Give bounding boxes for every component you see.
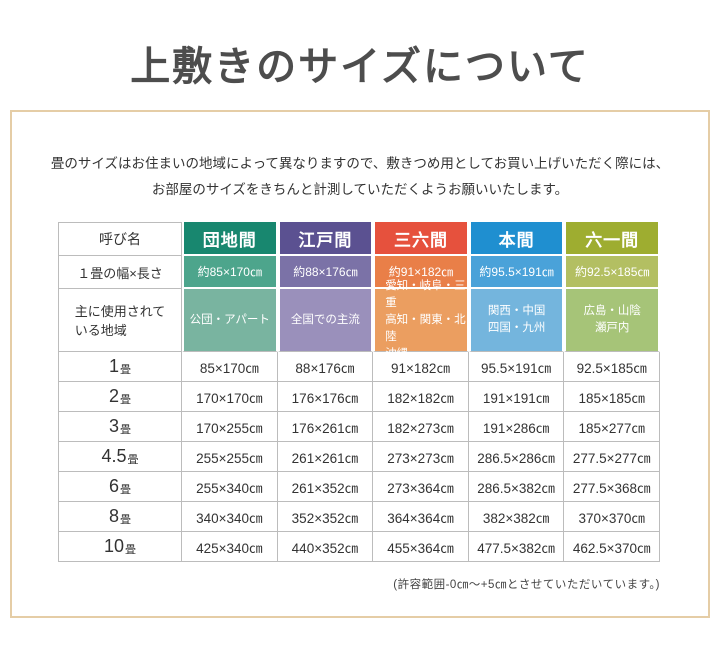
region-danchima: 公団・アパート <box>182 289 278 352</box>
size-value: 170×255㎝ <box>182 412 278 442</box>
size-value: 170×170㎝ <box>182 382 278 412</box>
size-value: 182×182㎝ <box>373 382 469 412</box>
row-label-10jo: 10 畳 <box>58 532 182 562</box>
column-header-honma: 本間 <box>468 222 565 256</box>
size-value: 182×273㎝ <box>373 412 469 442</box>
size-value: 176×261㎝ <box>277 412 374 442</box>
column-header-sabuma: 三六間 <box>373 222 469 256</box>
mat-size-sabuma: 約91×182㎝ <box>373 256 469 289</box>
size-value: 340×340㎝ <box>182 502 278 532</box>
size-value: 440×352㎝ <box>277 532 374 562</box>
size-value: 88×176㎝ <box>277 352 374 382</box>
region-honma: 関西・中国 四国・九州 <box>468 289 565 352</box>
mat-size-rokuichima: 約92.5×185㎝ <box>564 256 660 289</box>
column-header-rokuichima: 六一間 <box>564 222 660 256</box>
size-value: 95.5×191㎝ <box>468 352 565 382</box>
mat-size-danchima: 約85×170㎝ <box>182 256 278 289</box>
mat-size-honma: 約95.5×191㎝ <box>468 256 565 289</box>
row-label-4-5jo: 4.5 畳 <box>58 442 182 472</box>
tatami-size-table: 呼び名 団地間 江戸間 三六間 本間 六一間 １畳の幅×長さ 約85×170㎝ … <box>58 222 660 562</box>
size-value: 273×364㎝ <box>373 472 469 502</box>
mat-count-unit: 畳 <box>120 483 131 496</box>
intro-text: 畳のサイズはお住まいの地域によって異なりますので、敷きつめ用としてお買い上げいた… <box>0 151 720 203</box>
mat-count: 4.5 <box>101 446 127 466</box>
row-label-mat-size: １畳の幅×長さ <box>58 256 182 289</box>
region-edoma: 全国での主流 <box>277 289 374 352</box>
mat-count: 8 <box>108 506 119 526</box>
mat-count-unit: 畳 <box>120 423 131 436</box>
size-value: 261×352㎝ <box>277 472 374 502</box>
size-value: 185×277㎝ <box>564 412 660 442</box>
size-value: 255×255㎝ <box>182 442 278 472</box>
mat-count-unit: 畳 <box>120 393 131 406</box>
page-title: 上敷きのサイズについて <box>130 43 590 90</box>
row-label-region: 主に使用されて いる地域 <box>58 289 182 352</box>
size-value: 477.5×382㎝ <box>468 532 565 562</box>
size-value: 462.5×370㎝ <box>564 532 660 562</box>
mat-count: 1 <box>108 356 119 376</box>
mat-count-unit: 畳 <box>120 513 131 526</box>
mat-size-edoma: 約88×176㎝ <box>277 256 374 289</box>
size-value: 85×170㎝ <box>182 352 278 382</box>
mat-count-unit: 畳 <box>127 453 139 466</box>
size-value: 286.5×382㎝ <box>468 472 565 502</box>
intro-line-1: 畳のサイズはお住まいの地域によって異なりますので、敷きつめ用としてお買い上げいた… <box>50 156 670 171</box>
content-frame-border <box>10 110 710 618</box>
size-value: 176×176㎝ <box>277 382 374 412</box>
size-value: 261×261㎝ <box>277 442 374 472</box>
region-rokuichima: 広島・山陰 瀬戸内 <box>564 289 660 352</box>
size-value: 92.5×185㎝ <box>564 352 660 382</box>
mat-count: 3 <box>108 416 119 436</box>
size-value: 370×370㎝ <box>564 502 660 532</box>
region-sabuma: 愛知・岐阜・三重 高知・関東・北陸 沖縄 <box>373 280 469 360</box>
size-value: 191×286㎝ <box>468 412 565 442</box>
size-value: 277.5×277㎝ <box>564 442 660 472</box>
size-value: 364×364㎝ <box>373 502 469 532</box>
size-value: 91×182㎝ <box>373 352 469 382</box>
column-header-edoma: 江戸間 <box>277 222 374 256</box>
table-corner-header: 呼び名 <box>58 222 182 256</box>
mat-count: 6 <box>108 476 119 496</box>
intro-line-2: お部屋のサイズをきちんと計測していただくようお願いいたします。 <box>151 182 569 197</box>
mat-count-unit: 畳 <box>125 543 137 556</box>
size-value: 352×352㎝ <box>277 502 374 532</box>
mat-count-unit: 畳 <box>120 363 131 376</box>
size-value: 286.5×286㎝ <box>468 442 565 472</box>
size-value: 191×191㎝ <box>468 382 565 412</box>
size-value: 273×273㎝ <box>373 442 469 472</box>
column-header-danchima: 団地間 <box>182 222 278 256</box>
size-value: 382×382㎝ <box>468 502 565 532</box>
mat-count: 10 <box>103 536 125 556</box>
tolerance-footnote: (許容範囲-0㎝～+5㎝とさせていただいています。) <box>393 579 660 591</box>
size-value: 277.5×368㎝ <box>564 472 660 502</box>
size-value: 255×340㎝ <box>182 472 278 502</box>
size-value: 425×340㎝ <box>182 532 278 562</box>
size-value: 185×185㎝ <box>564 382 660 412</box>
size-value: 455×364㎝ <box>373 532 469 562</box>
mat-count: 2 <box>108 386 119 406</box>
